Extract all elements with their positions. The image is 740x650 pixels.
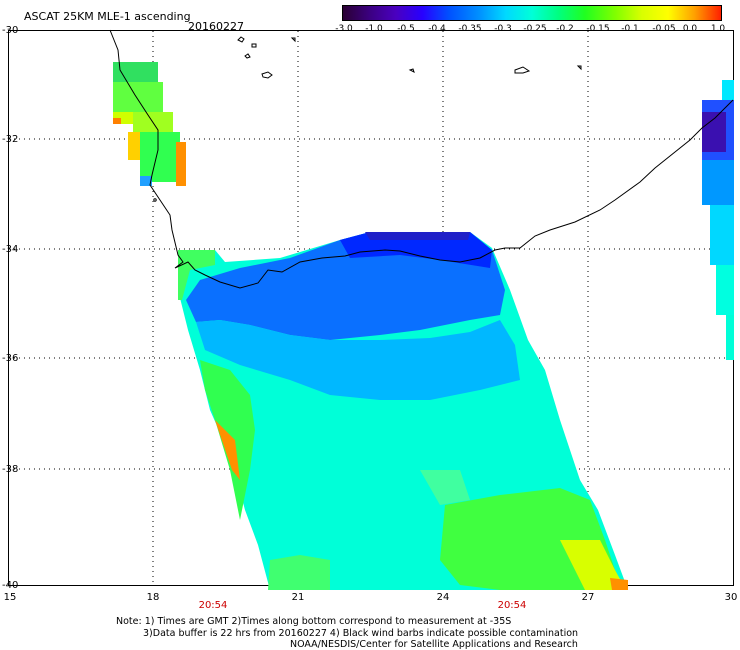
y-tick-label: -36 xyxy=(2,353,19,364)
credit-line: NOAA/NESDIS/Center for Satellite Applica… xyxy=(290,639,578,650)
colorbar-label: 1.0 xyxy=(710,24,726,34)
y-tick-label: -40 xyxy=(2,580,19,591)
colorbar-label: -0.15 xyxy=(586,24,610,34)
colorbar-label: -1.0 xyxy=(365,24,383,34)
map-date: 20160227 xyxy=(188,20,244,33)
color-scale-bar xyxy=(342,5,722,21)
x-tick-label: 27 xyxy=(581,592,595,603)
x-tick-label: 30 xyxy=(724,592,738,603)
note-line: 3)Data buffer is 22 hrs from 20160227 4)… xyxy=(143,628,579,639)
x-tick-label: 18 xyxy=(146,592,160,603)
colorbar-label: -3.0 xyxy=(335,24,353,34)
swath-main xyxy=(178,232,628,590)
colorbar-label: -0.35 xyxy=(458,24,482,34)
colorbar-label: -0.05 xyxy=(652,24,676,34)
pass-time-label: 20:54 xyxy=(198,600,228,611)
note-line: Note: 1) Times are GMT 2)Times along bot… xyxy=(116,616,512,627)
y-tick-label: -34 xyxy=(2,244,19,255)
x-tick-label: 21 xyxy=(291,592,305,603)
colorbar-label: 0.0 xyxy=(682,24,698,34)
map-title: ASCAT 25KM MLE-1 ascending xyxy=(24,10,191,23)
colorbar-label: -0.3 xyxy=(494,24,512,34)
pass-time-label: 20:54 xyxy=(497,600,527,611)
colorbar-label: -0.1 xyxy=(621,24,639,34)
colorbar-label: -0.2 xyxy=(556,24,574,34)
x-tick-label: 15 xyxy=(3,592,17,603)
y-tick-label: -30 xyxy=(2,25,19,36)
y-tick-label: -32 xyxy=(2,134,19,145)
swath-west xyxy=(113,62,186,186)
islands xyxy=(237,36,582,79)
x-tick-label: 24 xyxy=(436,592,450,603)
colorbar-label: -0.5 xyxy=(397,24,415,34)
swath-east xyxy=(702,80,734,360)
coastline xyxy=(109,29,734,289)
colorbar-label: -0.4 xyxy=(428,24,446,34)
colorbar-label: -0.25 xyxy=(523,24,547,34)
y-tick-label: -38 xyxy=(2,464,19,475)
